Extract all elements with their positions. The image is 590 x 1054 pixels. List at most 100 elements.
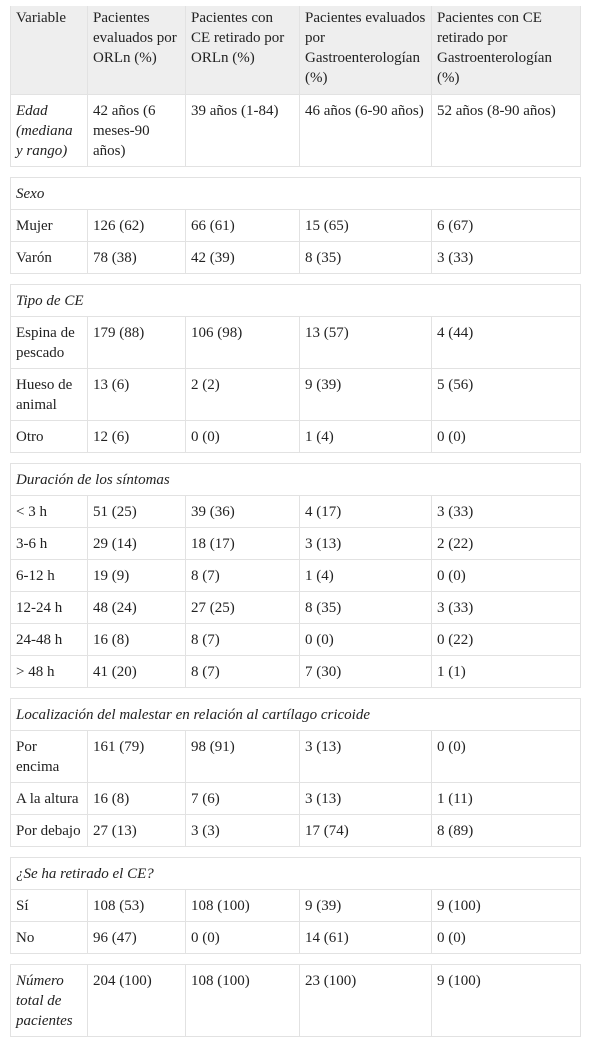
cell: 17 (74) bbox=[299, 814, 432, 847]
header-variable: Variable bbox=[10, 6, 88, 95]
row-label: Edad (mediana y rango) bbox=[10, 94, 88, 167]
cell: 12 (6) bbox=[87, 420, 186, 453]
cell: 106 (98) bbox=[185, 316, 300, 369]
cell: 7 (6) bbox=[185, 782, 300, 815]
cell: 8 (35) bbox=[299, 591, 432, 624]
cell: 0 (0) bbox=[431, 559, 581, 592]
table-row: Sí 108 (53) 108 (100) 9 (39) 9 (100) bbox=[10, 889, 581, 922]
cell: 0 (0) bbox=[431, 921, 581, 954]
separator-row bbox=[10, 166, 581, 178]
cell: 0 (22) bbox=[431, 623, 581, 656]
cell: 48 (24) bbox=[87, 591, 186, 624]
cell: 19 (9) bbox=[87, 559, 186, 592]
cell: 1 (4) bbox=[299, 559, 432, 592]
cell: 15 (65) bbox=[299, 209, 432, 242]
cell: 14 (61) bbox=[299, 921, 432, 954]
category-title: Localización del malestar en relación al… bbox=[10, 698, 581, 731]
separator-row bbox=[10, 846, 581, 858]
category-row-duracion: Duración de los síntomas bbox=[10, 463, 581, 496]
cell: 16 (8) bbox=[87, 623, 186, 656]
row-label: Número total de pacientes bbox=[10, 964, 88, 1037]
cell: 9 (100) bbox=[431, 964, 581, 1037]
table-row: < 3 h 51 (25) 39 (36) 4 (17) 3 (33) bbox=[10, 495, 581, 528]
row-label: < 3 h bbox=[10, 495, 88, 528]
cell: 8 (7) bbox=[185, 655, 300, 688]
cell: 204 (100) bbox=[87, 964, 186, 1037]
separator-row bbox=[10, 273, 581, 285]
cell: 8 (89) bbox=[431, 814, 581, 847]
cell: 0 (0) bbox=[431, 730, 581, 783]
cell: 98 (91) bbox=[185, 730, 300, 783]
cell: 23 (100) bbox=[299, 964, 432, 1037]
cell: 0 (0) bbox=[431, 420, 581, 453]
separator-row bbox=[10, 687, 581, 699]
cell: 27 (13) bbox=[87, 814, 186, 847]
row-label: Por debajo bbox=[10, 814, 88, 847]
table-row: 6-12 h 19 (9) 8 (7) 1 (4) 0 (0) bbox=[10, 559, 581, 592]
table-row: A la altura 16 (8) 7 (6) 3 (13) 1 (11) bbox=[10, 782, 581, 815]
cell: 108 (100) bbox=[185, 964, 300, 1037]
category-title: Tipo de CE bbox=[10, 284, 581, 317]
cell: 42 años (6 meses-90 años) bbox=[87, 94, 186, 167]
cell: 3 (33) bbox=[431, 591, 581, 624]
row-label: 24-48 h bbox=[10, 623, 88, 656]
cell: 66 (61) bbox=[185, 209, 300, 242]
category-row-localizacion: Localización del malestar en relación al… bbox=[10, 698, 581, 731]
table-row: Varón 78 (38) 42 (39) 8 (35) 3 (33) bbox=[10, 241, 581, 274]
cell: 8 (7) bbox=[185, 559, 300, 592]
header-orl-removed: Pacientes con CE retirado por ORLn (%) bbox=[185, 6, 300, 95]
separator-row bbox=[10, 452, 581, 464]
table-row-total: Número total de pacientes 204 (100) 108 … bbox=[10, 964, 581, 1037]
table-row: Otro 12 (6) 0 (0) 1 (4) 0 (0) bbox=[10, 420, 581, 453]
row-label: Sí bbox=[10, 889, 88, 922]
cell: 2 (22) bbox=[431, 527, 581, 560]
row-label: No bbox=[10, 921, 88, 954]
cell: 0 (0) bbox=[299, 623, 432, 656]
category-title: Sexo bbox=[10, 177, 581, 210]
row-label: Espina de pescado bbox=[10, 316, 88, 369]
cell: 108 (53) bbox=[87, 889, 186, 922]
cell: 78 (38) bbox=[87, 241, 186, 274]
cell: 5 (56) bbox=[431, 368, 581, 421]
cell: 52 años (8-90 años) bbox=[431, 94, 581, 167]
cell: 8 (7) bbox=[185, 623, 300, 656]
header-row: Variable Pacientes evaluados por ORLn (%… bbox=[10, 6, 581, 95]
category-title: ¿Se ha retirado el CE? bbox=[10, 857, 581, 890]
cell: 6 (67) bbox=[431, 209, 581, 242]
cell: 9 (39) bbox=[299, 889, 432, 922]
table-row: 24-48 h 16 (8) 8 (7) 0 (0) 0 (22) bbox=[10, 623, 581, 656]
table-row: Por debajo 27 (13) 3 (3) 17 (74) 8 (89) bbox=[10, 814, 581, 847]
cell: 39 (36) bbox=[185, 495, 300, 528]
header-gastro-evaluated: Pacientes evaluados por Gastroenterologí… bbox=[299, 6, 432, 95]
cell: 51 (25) bbox=[87, 495, 186, 528]
header-gastro-removed: Pacientes con CE retirado por Gastroente… bbox=[431, 6, 581, 95]
cell: 9 (100) bbox=[431, 889, 581, 922]
cell: 1 (11) bbox=[431, 782, 581, 815]
cell: 16 (8) bbox=[87, 782, 186, 815]
cell: 1 (4) bbox=[299, 420, 432, 453]
cell: 3 (13) bbox=[299, 782, 432, 815]
table-row: Mujer 126 (62) 66 (61) 15 (65) 6 (67) bbox=[10, 209, 581, 242]
cell: 27 (25) bbox=[185, 591, 300, 624]
cell: 161 (79) bbox=[87, 730, 186, 783]
cell: 3 (13) bbox=[299, 527, 432, 560]
cell: 9 (39) bbox=[299, 368, 432, 421]
row-label: 3-6 h bbox=[10, 527, 88, 560]
row-label: 6-12 h bbox=[10, 559, 88, 592]
cell: 13 (57) bbox=[299, 316, 432, 369]
row-label: A la altura bbox=[10, 782, 88, 815]
row-label: Hueso de animal bbox=[10, 368, 88, 421]
cell: 3 (33) bbox=[431, 241, 581, 274]
cell: 18 (17) bbox=[185, 527, 300, 560]
cell: 1 (1) bbox=[431, 655, 581, 688]
cell: 8 (35) bbox=[299, 241, 432, 274]
category-title: Duración de los síntomas bbox=[10, 463, 581, 496]
cell: 3 (33) bbox=[431, 495, 581, 528]
cell: 13 (6) bbox=[87, 368, 186, 421]
cell: 0 (0) bbox=[185, 420, 300, 453]
table-row: Hueso de animal 13 (6) 2 (2) 9 (39) 5 (5… bbox=[10, 368, 581, 421]
table-row: 3-6 h 29 (14) 18 (17) 3 (13) 2 (22) bbox=[10, 527, 581, 560]
row-label: 12-24 h bbox=[10, 591, 88, 624]
cell: 96 (47) bbox=[87, 921, 186, 954]
cell: 179 (88) bbox=[87, 316, 186, 369]
